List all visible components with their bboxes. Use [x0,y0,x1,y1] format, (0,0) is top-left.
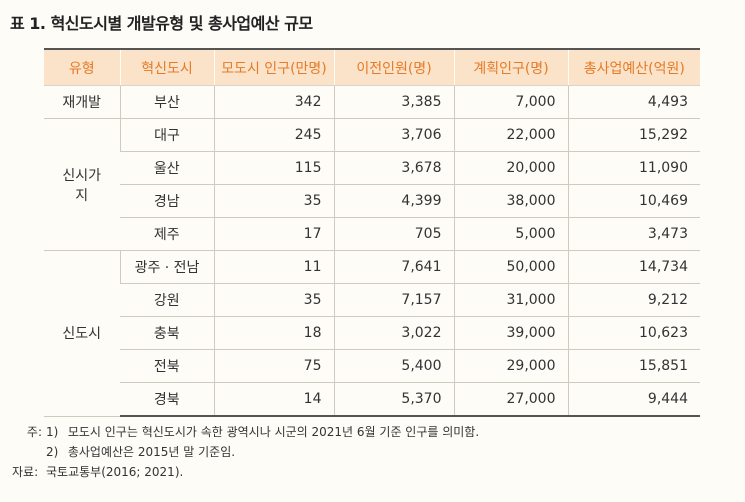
table-row: 전북 75 5,400 29,000 15,851 [44,349,700,383]
type-cell: 신도시 [44,250,120,417]
source-note: 자료: 국토교통부(2016; 2021). [12,462,479,482]
city-cell: 대구 [119,118,214,152]
table-row: 경북 14 5,370 27,000 9,444 [44,382,700,417]
city-cell: 제주 [120,217,214,251]
plan-cell: 5,000 [453,217,568,251]
table-row: 강원 35 7,157 31,000 9,212 [44,283,700,317]
source-text: 국토교통부(2016; 2021). [46,465,184,479]
plan-cell: 29,000 [453,349,568,383]
budget-cell: 15,292 [567,118,700,152]
transfer-cell: 7,157 [333,283,454,317]
population-cell: 11 [213,250,334,284]
header-budget: 총사업예산(억원) [567,48,700,86]
table-row: 신도시 광주 · 전남 11 7,641 50,000 14,734 [44,250,700,417]
table-row: 재개발 부산 342 3,385 7,000 4,493 [44,85,700,119]
table-row: 경남 35 4,399 38,000 10,469 [44,184,700,218]
city-cell: 울산 [120,151,214,185]
city-cell: 강원 [120,283,214,317]
budget-cell: 14,734 [567,250,700,284]
budget-cell: 11,090 [567,151,700,185]
budget-cell: 4,493 [567,85,700,119]
plan-cell: 31,000 [453,283,568,317]
population-cell: 17 [213,217,334,251]
data-table: 유형 혁신도시 모도시 인구(만명) 이전인원(명) 계획인구(명) 총사업예산… [44,48,700,417]
city-cell: 충북 [120,316,214,350]
plan-cell: 39,000 [453,316,568,350]
city-cell: 광주 · 전남 [119,250,214,284]
transfer-cell: 5,400 [333,349,454,383]
source-prefix: 자료: [12,465,39,479]
plan-cell: 7,000 [453,85,568,119]
type-cell: 신시가지 [44,118,120,251]
transfer-cell: 3,706 [333,118,454,152]
transfer-cell: 3,678 [333,151,454,185]
population-cell: 14 [213,382,334,417]
population-cell: 18 [213,316,334,350]
city-cell: 경북 [120,382,214,417]
budget-cell: 10,623 [567,316,700,350]
footnote-number: 2) [46,445,59,459]
population-cell: 342 [213,85,334,119]
plan-cell: 22,000 [453,118,568,152]
footnote-text: 모도시 인구는 혁신도시가 속한 광역시나 시군의 2021년 6월 기준 인구… [67,425,480,439]
transfer-cell: 7,641 [333,250,454,284]
plan-cell: 27,000 [453,382,568,417]
city-cell: 전북 [120,349,214,383]
footnotes: 주: 1) 모도시 인구는 혁신도시가 속한 광역시나 시군의 2021년 6월 … [12,422,479,482]
plan-cell: 38,000 [453,184,568,218]
city-cell: 경남 [120,184,214,218]
transfer-cell: 5,370 [333,382,454,417]
footnote-text: 총사업예산은 2015년 말 기준임. [67,445,236,459]
footnote-number: 1) [46,425,59,439]
type-cell: 재개발 [44,85,120,119]
budget-cell: 9,444 [567,382,700,417]
header-plan: 계획인구(명) [453,48,568,86]
notes-prefix: 주: [26,425,42,439]
budget-cell: 3,473 [567,217,700,251]
budget-cell: 9,212 [567,283,700,317]
transfer-cell: 705 [333,217,454,251]
footnote-2: 2) 총사업예산은 2015년 말 기준임. [12,442,479,462]
transfer-cell: 4,399 [333,184,454,218]
header-population: 모도시 인구(만명) [213,48,334,86]
table-row: 제주 17 705 5,000 3,473 [44,217,700,251]
transfer-cell: 3,385 [333,85,454,119]
budget-cell: 10,469 [567,184,700,218]
table-title: 표 1. 혁신도시별 개발유형 및 총사업예산 규모 [10,14,313,33]
table-row: 충북 18 3,022 39,000 10,623 [44,316,700,350]
header-type: 유형 [44,48,120,86]
population-cell: 75 [213,349,334,383]
population-cell: 245 [213,118,334,152]
header-transfer: 이전인원(명) [333,48,454,86]
table-row: 신시가지 대구 245 3,706 22,000 15,292 [44,118,700,251]
population-cell: 115 [213,151,334,185]
plan-cell: 50,000 [453,250,568,284]
budget-cell: 15,851 [567,349,700,383]
population-cell: 35 [213,184,334,218]
city-cell: 부산 [119,85,214,119]
footnote-1: 주: 1) 모도시 인구는 혁신도시가 속한 광역시나 시군의 2021년 6월 … [12,422,479,442]
population-cell: 35 [213,283,334,317]
header-row: 유형 혁신도시 모도시 인구(만명) 이전인원(명) 계획인구(명) 총사업예산… [44,48,700,86]
transfer-cell: 3,022 [333,316,454,350]
plan-cell: 20,000 [453,151,568,185]
table-row: 울산 115 3,678 20,000 11,090 [44,151,700,185]
header-city: 혁신도시 [119,48,214,86]
